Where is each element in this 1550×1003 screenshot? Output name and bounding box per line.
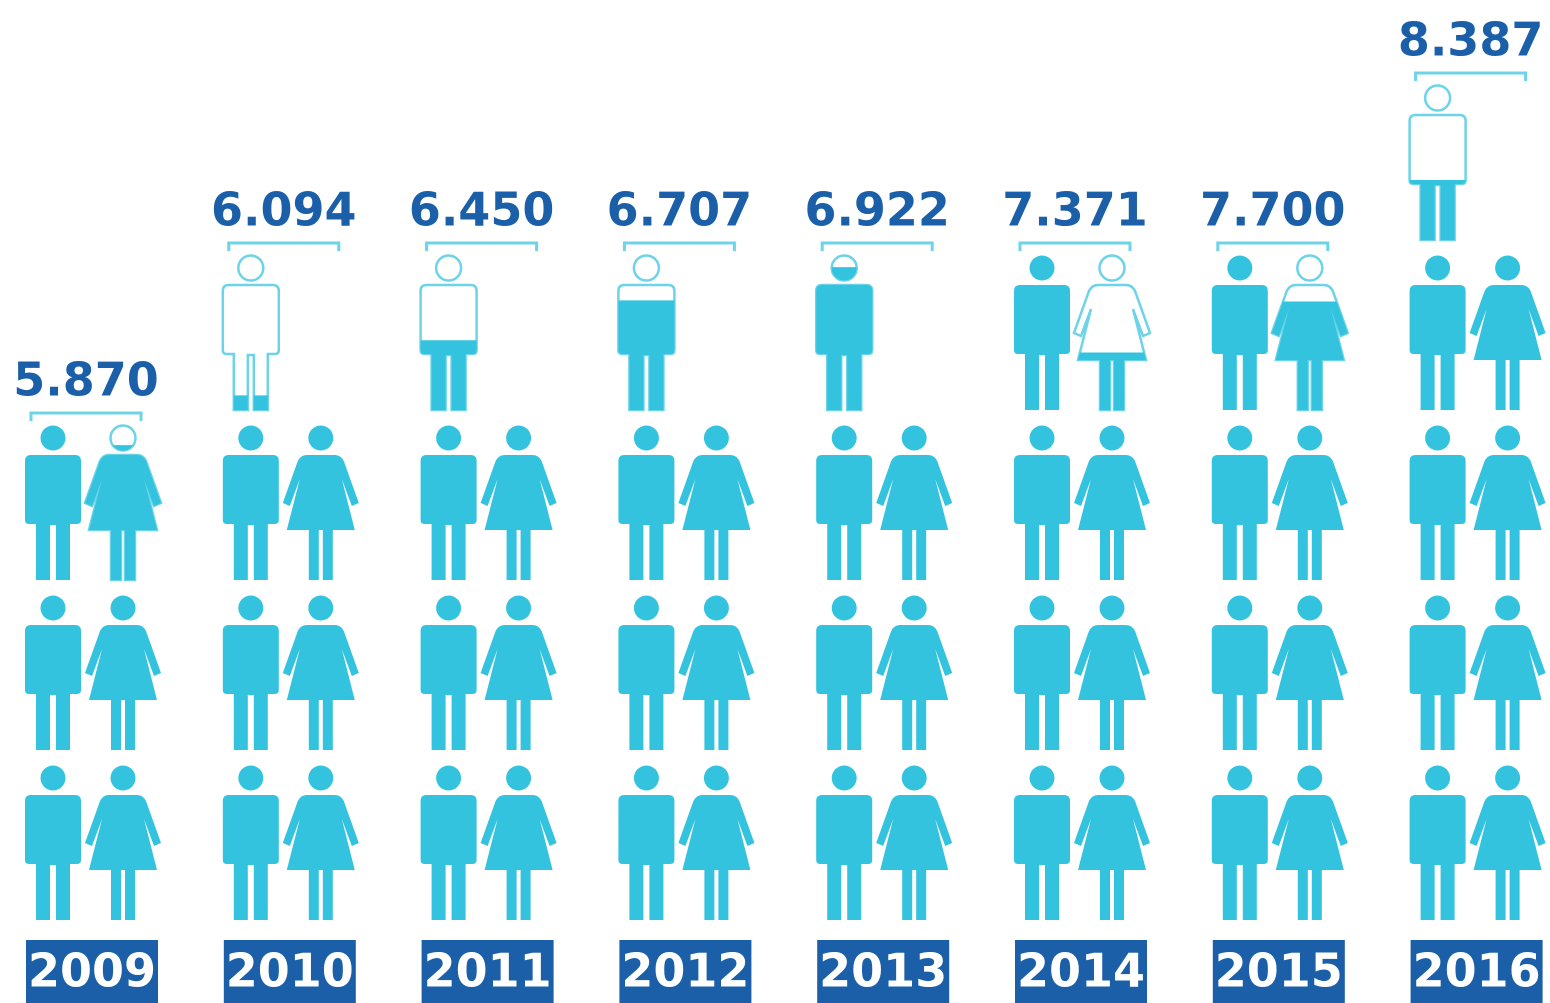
man-icon: [1408, 84, 1467, 242]
value-label: 6.094: [211, 183, 357, 237]
bracket: [1414, 71, 1528, 81]
man-icon: [1409, 425, 1466, 580]
man-icon: [618, 595, 675, 750]
man-icon: [618, 765, 675, 920]
woman-icon: [1469, 765, 1546, 920]
man-icon: [1409, 765, 1466, 920]
woman-icon: [85, 765, 161, 920]
value-label: 7.371: [1002, 183, 1148, 237]
woman-icon: [282, 765, 359, 920]
man-icon: [1211, 425, 1268, 580]
woman-icon: [480, 425, 557, 580]
value-label: 8.387: [1398, 13, 1544, 67]
x-tick-label: 2011: [424, 944, 552, 998]
man-icon: [814, 254, 874, 412]
man-icon: [420, 425, 477, 580]
man-icon: [1014, 255, 1070, 410]
woman-icon: [1074, 595, 1150, 750]
man-icon: [1014, 765, 1070, 920]
year-box: [26, 940, 158, 1003]
woman-icon: [678, 425, 755, 580]
woman-icon: [480, 765, 557, 920]
bracket: [820, 241, 934, 251]
man-icon: [816, 595, 873, 750]
woman-icon: [678, 765, 755, 920]
woman-icon: [1270, 254, 1350, 412]
man-icon: [1211, 765, 1268, 920]
year-box: [1212, 940, 1345, 1003]
woman-icon: [85, 595, 161, 750]
year-box: [619, 940, 752, 1003]
x-tick-label: 2012: [621, 944, 749, 998]
man-icon: [222, 765, 279, 920]
woman-icon: [1074, 765, 1150, 920]
woman-icon: [1271, 425, 1348, 580]
man-icon: [25, 595, 81, 750]
man-icon: [816, 765, 873, 920]
woman-icon: [1469, 425, 1546, 580]
man-icon: [617, 254, 676, 412]
woman-icon: [1469, 595, 1546, 750]
x-tick-label: 2016: [1413, 944, 1541, 998]
value-label: 6.922: [804, 183, 950, 237]
man-icon: [222, 425, 279, 580]
man-icon: [1014, 595, 1070, 750]
woman-icon: [1271, 765, 1348, 920]
x-tick-label: 2013: [819, 944, 947, 998]
value-label: 7.700: [1200, 183, 1346, 237]
bracket: [1018, 241, 1132, 251]
value-label: 5.870: [13, 353, 159, 407]
value-label: 6.450: [409, 183, 555, 237]
year-box: [223, 940, 356, 1003]
man-icon: [420, 765, 477, 920]
year-box: [1410, 940, 1543, 1003]
x-tick-label: 2015: [1215, 944, 1343, 998]
year-box: [1015, 940, 1147, 1003]
man-icon: [1014, 425, 1070, 580]
bracket: [1216, 241, 1330, 251]
woman-icon: [678, 595, 755, 750]
man-icon: [1211, 255, 1268, 410]
woman-icon: [876, 425, 953, 580]
x-tick-label: 2010: [226, 944, 354, 998]
woman-icon: [1074, 425, 1150, 580]
man-icon: [1409, 255, 1466, 410]
woman-icon: [876, 595, 953, 750]
man-icon: [816, 425, 873, 580]
man-icon: [221, 254, 281, 412]
man-icon: [1409, 595, 1466, 750]
woman-icon: [83, 424, 163, 582]
man-icon: [1211, 595, 1268, 750]
bracket: [227, 241, 341, 251]
bracket: [29, 411, 143, 421]
woman-icon: [1271, 595, 1348, 750]
woman-icon: [1072, 254, 1152, 412]
man-icon: [618, 425, 675, 580]
x-tick-label: 2009: [28, 944, 156, 998]
man-icon: [419, 254, 478, 412]
woman-icon: [282, 425, 359, 580]
x-tick-label: 2014: [1017, 944, 1145, 998]
year-box: [817, 940, 950, 1003]
year-box: [421, 940, 554, 1003]
woman-icon: [480, 595, 557, 750]
woman-icon: [876, 765, 953, 920]
woman-icon: [1469, 255, 1546, 410]
man-icon: [222, 595, 279, 750]
man-icon: [25, 425, 81, 580]
man-icon: [420, 595, 477, 750]
woman-icon: [282, 595, 359, 750]
bracket: [622, 241, 736, 251]
bracket: [425, 241, 539, 251]
value-label: 6.707: [607, 183, 753, 237]
man-icon: [25, 765, 81, 920]
